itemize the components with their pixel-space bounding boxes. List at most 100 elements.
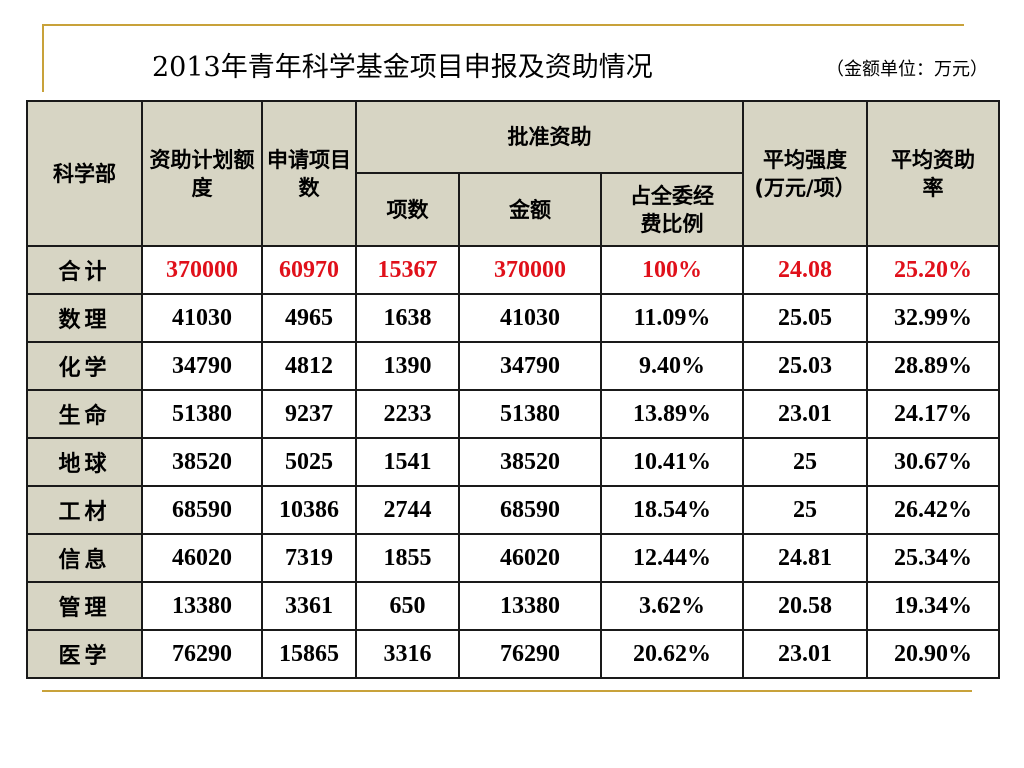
cell-share: 10.41% [599,437,745,487]
col-header-avg-intensity: 平均强度(万元/项） [742,100,869,247]
cell-plan-amount: 34790 [141,341,263,391]
cell-approved-amount: 13380 [458,581,602,631]
cell-approved-count: 2744 [355,485,460,535]
frame-bottom-line [42,690,972,692]
cell-avg-intensity: 24.08 [742,245,869,295]
cell-dept: 地球 [26,437,143,487]
cell-approved-amount: 51380 [458,389,602,439]
cell-approved-count: 1541 [355,437,460,487]
cell-plan-amount: 13380 [141,581,263,631]
cell-approved-count: 3316 [355,629,460,679]
col-header-share: 占全委经费比例 [599,172,745,247]
col-header-approved-count: 项数 [355,172,460,247]
col-header-plan-amount-label: 资助计划额度 [149,147,255,200]
header-row-1: 科学部 资助计划额度 申请项目数 批准资助 平均强度(万元/项） 平均资助率 [26,100,1001,247]
cell-approved-count: 2233 [355,389,460,439]
cell-dept: 生命 [26,389,143,439]
cell-approved-amount: 46020 [458,533,602,583]
unit-note: （金额单位：万元） [826,59,988,80]
cell-avg-intensity: 25.05 [742,293,869,343]
cell-avg-rate: 28.89% [866,341,1001,391]
cell-applied: 60970 [261,245,357,295]
cell-avg-intensity: 25 [742,437,869,487]
cell-approved-count: 15367 [355,245,460,295]
cell-applied: 15865 [261,629,357,679]
cell-dept: 管理 [26,581,143,631]
col-header-dept: 科学部 [26,100,143,247]
cell-avg-rate: 20.90% [866,629,1001,679]
page-title: 2013年青年科学基金项目申报及资助情况 [152,52,653,83]
col-header-share-label: 占全委经费比例 [630,183,715,236]
col-header-approved-group: 批准资助 [354,100,745,174]
table-row-total: 合计 370000 60970 15367 370000 100% 24.08 … [26,245,1001,295]
table-row: 数理 41030 4965 1638 41030 11.09% 25.05 32… [26,293,1001,343]
table-row: 生命 51380 9237 2233 51380 13.89% 23.01 24… [26,389,1001,439]
cell-applied: 4965 [261,293,357,343]
cell-plan-amount: 68590 [141,485,263,535]
cell-share: 18.54% [599,485,745,535]
cell-approved-amount: 68590 [458,485,602,535]
cell-plan-amount: 51380 [141,389,263,439]
cell-avg-rate: 32.99% [866,293,1001,343]
header-row-2: 项数 金额 占全委经费比例 [27,172,999,247]
table-row: 工材 68590 10386 2744 68590 18.54% 25 26.4… [26,485,1001,535]
cell-applied: 3361 [261,581,357,631]
table-header: 科学部 资助计划额度 申请项目数 批准资助 平均强度(万元/项） 平均资助率 项… [26,100,1001,247]
table-row: 医学 76290 15865 3316 76290 20.62% 23.01 2… [26,629,1001,679]
cell-approved-count: 1855 [355,533,460,583]
cell-applied: 5025 [261,437,357,487]
cell-avg-rate: 30.67% [866,437,1001,487]
col-header-avg-rate: 平均资助率 [866,100,1001,247]
table-row: 管理 13380 3361 650 13380 3.62% 20.58 19.3… [26,581,1001,631]
cell-approved-count: 1390 [355,341,460,391]
cell-dept: 信息 [26,533,143,583]
cell-approved-amount: 38520 [458,437,602,487]
cell-approved-amount: 34790 [458,341,602,391]
cell-approved-amount: 76290 [458,629,602,679]
cell-share: 20.62% [599,629,745,679]
col-header-plan-amount: 资助计划额度 [141,100,263,247]
cell-dept: 工材 [26,485,143,535]
col-header-applied: 申请项目数 [261,100,357,247]
frame-left-line [42,24,44,92]
cell-dept: 合计 [26,245,143,295]
cell-avg-intensity: 20.58 [742,581,869,631]
cell-approved-count: 1638 [355,293,460,343]
cell-share: 13.89% [599,389,745,439]
table-row: 地球 38520 5025 1541 38520 10.41% 25 30.67… [26,437,1001,487]
cell-dept: 医学 [26,629,143,679]
cell-dept: 数理 [26,293,143,343]
cell-avg-rate: 26.42% [866,485,1001,535]
col-header-avg-intensity-label: 平均强度(万元/项） [754,147,856,200]
cell-avg-intensity: 25.03 [742,341,869,391]
cell-plan-amount: 370000 [141,245,263,295]
cell-applied: 9237 [261,389,357,439]
table-row: 化学 34790 4812 1390 34790 9.40% 25.03 28.… [26,341,1001,391]
cell-avg-intensity: 24.81 [742,533,869,583]
cell-applied: 10386 [261,485,357,535]
cell-plan-amount: 46020 [141,533,263,583]
cell-applied: 7319 [261,533,357,583]
cell-share: 12.44% [599,533,745,583]
cell-avg-intensity: 23.01 [742,629,869,679]
cell-share: 3.62% [599,581,745,631]
cell-dept: 化学 [26,341,143,391]
table-body: 合计 370000 60970 15367 370000 100% 24.08 … [26,245,1001,679]
cell-avg-rate: 19.34% [866,581,1001,631]
col-header-applied-label: 申请项目数 [267,147,351,200]
col-header-approved-amount: 金额 [458,172,602,247]
table-row: 信息 46020 7319 1855 46020 12.44% 24.81 25… [26,533,1001,583]
cell-plan-amount: 76290 [141,629,263,679]
cell-approved-count: 650 [355,581,460,631]
col-header-avg-rate-label: 平均资助率 [891,147,976,200]
cell-applied: 4812 [261,341,357,391]
cell-plan-amount: 38520 [141,437,263,487]
cell-avg-rate: 24.17% [866,389,1001,439]
cell-avg-rate: 25.20% [866,245,1001,295]
cell-share: 9.40% [599,341,745,391]
cell-avg-intensity: 23.01 [742,389,869,439]
cell-avg-intensity: 25 [742,485,869,535]
cell-approved-amount: 370000 [458,245,602,295]
frame-top-line [42,24,964,26]
